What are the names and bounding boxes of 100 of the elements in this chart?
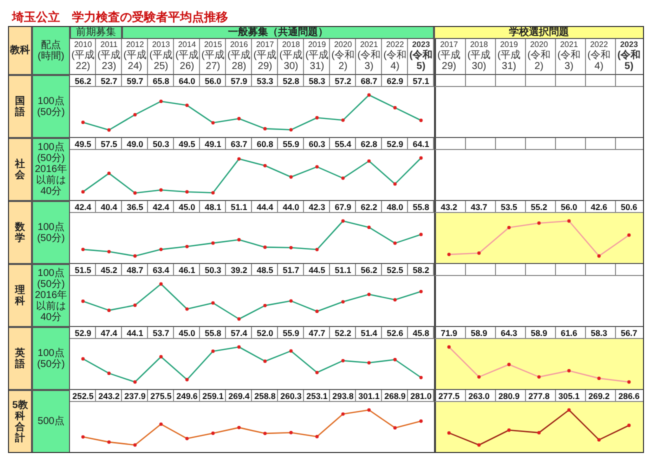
data-label: 71.9 <box>440 328 458 338</box>
data-label: 55.8 <box>412 202 430 212</box>
data-label: 243.2 <box>98 391 120 401</box>
data-label: 44.5 <box>308 265 326 275</box>
y-axis-title: 5教科合計 <box>8 390 32 453</box>
x-tick-label: 2013(平成25) <box>148 40 174 72</box>
data-label: 55.9 <box>282 139 300 149</box>
data-label: 49.1 <box>204 139 222 149</box>
data-label: 51.4 <box>360 328 378 338</box>
text: 100点 (50分) <box>32 201 70 264</box>
x-tick-label: 2023(令和5) <box>616 40 642 72</box>
x-tick-label: 2017(平成29) <box>252 40 278 72</box>
data-label: 50.3 <box>152 139 170 149</box>
data-label: 56.0 <box>204 76 222 86</box>
x-tick-label: 2012(平成24) <box>122 40 148 72</box>
data-label: 48.7 <box>126 265 144 275</box>
data-label: 40.4 <box>100 202 118 212</box>
data-label: 39.2 <box>230 265 248 275</box>
data-label: 57.1 <box>412 76 430 86</box>
data-label: 43.7 <box>470 202 488 212</box>
x-tick-label: 2022(令和4) <box>586 40 612 72</box>
text: 前期募集 <box>70 26 122 39</box>
data-label: 52.5 <box>386 265 404 275</box>
data-label: 259.1 <box>202 391 224 401</box>
data-label: 49.0 <box>126 139 144 149</box>
data-label: 44.0 <box>282 202 300 212</box>
data-label: 58.2 <box>412 265 430 275</box>
data-label: 263.0 <box>468 391 490 401</box>
data-label: 59.7 <box>126 76 144 86</box>
data-label: 57.5 <box>100 139 118 149</box>
data-label: 45.0 <box>178 202 196 212</box>
x-tick-label: 2021(令和3) <box>556 40 582 72</box>
data-label: 305.1 <box>558 391 580 401</box>
data-label: 55.9 <box>282 328 300 338</box>
data-label: 42.3 <box>308 202 326 212</box>
x-tick-label: 2015(平成27) <box>200 40 226 72</box>
data-label: 293.8 <box>332 391 354 401</box>
data-label: 42.6 <box>590 202 608 212</box>
data-label: 48.5 <box>256 265 274 275</box>
data-label: 53.5 <box>500 202 518 212</box>
data-label: 48.1 <box>204 202 222 212</box>
text: 500点 <box>32 390 70 453</box>
data-label: 45.2 <box>100 265 118 275</box>
data-label: 268.9 <box>384 391 406 401</box>
data-label: 52.6 <box>386 328 404 338</box>
data-label: 260.3 <box>280 391 302 401</box>
y-axis-title: 社会 <box>8 138 32 201</box>
data-label: 56.2 <box>74 76 92 86</box>
text: 100点 (50分) <box>32 75 70 138</box>
data-label: 277.5 <box>438 391 460 401</box>
y-axis-title: 数学 <box>8 201 32 264</box>
data-label: 52.2 <box>334 328 352 338</box>
y-axis-title: 英語 <box>8 327 32 390</box>
data-label: 58.9 <box>530 328 548 338</box>
data-label: 45.8 <box>412 328 430 338</box>
text: 100点 (50分) 2016年以前は40分 <box>32 264 70 327</box>
data-label: 275.5 <box>150 391 172 401</box>
x-tick-label: 2018(平成30) <box>278 40 304 72</box>
data-label: 58.9 <box>470 328 488 338</box>
data-label: 60.3 <box>308 139 326 149</box>
y-axis-title: 理科 <box>8 264 32 327</box>
data-label: 51.1 <box>230 202 248 212</box>
text: 100点 (50分) 2016年以前は40分 <box>32 138 70 201</box>
data-label: 61.6 <box>560 328 578 338</box>
data-label: 57.9 <box>230 76 248 86</box>
data-label: 63.7 <box>230 139 248 149</box>
data-label: 65.8 <box>152 76 170 86</box>
x-tick-label: 2020(令和2) <box>330 40 356 72</box>
data-label: 52.8 <box>282 76 300 86</box>
x-tick-label: 2019(平成31) <box>304 40 330 72</box>
data-label: 55.8 <box>204 328 222 338</box>
x-tick-label: 2020(令和2) <box>526 40 552 72</box>
x-tick-label: 2018(平成30) <box>466 40 492 72</box>
data-label: 64.0 <box>178 76 196 86</box>
data-label: 44.4 <box>256 202 274 212</box>
text: 配点 (時間) <box>32 26 70 75</box>
data-label: 46.1 <box>178 265 196 275</box>
data-label: 43.2 <box>440 202 458 212</box>
data-label: 68.7 <box>360 76 378 86</box>
text: 教科 <box>8 26 32 75</box>
data-label: 280.9 <box>498 391 520 401</box>
data-label: 42.4 <box>152 202 170 212</box>
data-label: 281.0 <box>410 391 432 401</box>
data-label: 49.5 <box>178 139 196 149</box>
data-label: 53.7 <box>152 328 170 338</box>
data-label: 63.4 <box>152 265 170 275</box>
data-label: 60.8 <box>256 139 274 149</box>
data-label: 36.5 <box>126 202 144 212</box>
data-label: 52.9 <box>386 139 404 149</box>
data-label: 55.4 <box>334 139 352 149</box>
data-label: 56.7 <box>620 328 638 338</box>
data-label: 51.1 <box>334 265 352 275</box>
data-label: 52.0 <box>256 328 274 338</box>
data-label: 56.0 <box>560 202 578 212</box>
data-label: 53.3 <box>256 76 274 86</box>
data-label: 50.6 <box>620 202 638 212</box>
x-tick-label: 2010(平成22) <box>70 40 96 72</box>
data-label: 237.9 <box>124 391 146 401</box>
data-label: 64.3 <box>500 328 518 338</box>
data-label: 52.9 <box>74 328 92 338</box>
